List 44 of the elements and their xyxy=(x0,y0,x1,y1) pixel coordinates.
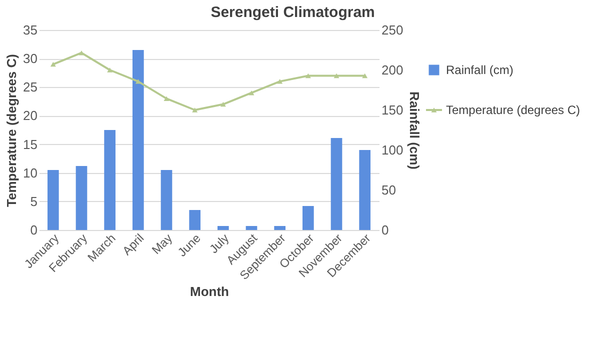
bar xyxy=(132,50,144,230)
y-tick-label: 10 xyxy=(23,165,38,180)
point xyxy=(164,96,170,101)
point xyxy=(305,73,311,78)
legend-label: Rainfall (cm) xyxy=(446,63,514,77)
point xyxy=(277,79,283,84)
bar xyxy=(302,206,314,230)
y2-tick-label: 150 xyxy=(382,102,404,118)
chart-title: Serengeti Climatogram xyxy=(210,4,375,21)
bar xyxy=(104,130,116,230)
y2-tick-label: 200 xyxy=(382,62,404,78)
bar xyxy=(48,170,59,230)
y-tick-label: 0 xyxy=(30,222,38,238)
bar xyxy=(330,138,342,230)
bar xyxy=(76,166,88,230)
bar xyxy=(274,226,286,230)
y2-tick-label: 100 xyxy=(382,142,404,158)
y2-tick-label: 50 xyxy=(382,182,396,198)
x-tick-label: May xyxy=(149,231,175,258)
point xyxy=(362,73,368,78)
x-axis-title: Month xyxy=(190,284,230,299)
y-tick-label: 30 xyxy=(23,51,38,66)
bar xyxy=(218,226,229,230)
y2-tick-label: 250 xyxy=(382,22,404,38)
point xyxy=(50,62,56,67)
x-tick-label: July xyxy=(206,231,232,256)
y-tick-label: 35 xyxy=(23,22,38,38)
point xyxy=(220,102,226,107)
point xyxy=(192,108,198,112)
bar xyxy=(160,170,172,230)
y-axis-title: Temperature (degrees C) xyxy=(4,54,20,207)
point xyxy=(334,73,340,78)
legend-label: Temperature (degrees C) xyxy=(446,103,580,117)
bar xyxy=(246,226,258,230)
y-tick-label: 15 xyxy=(23,136,38,152)
y-tick-label: 25 xyxy=(23,80,38,95)
bar xyxy=(189,210,200,230)
y2-tick-label: 0 xyxy=(382,222,389,238)
point xyxy=(107,68,113,72)
y-tick-label: 5 xyxy=(30,194,38,209)
point xyxy=(135,79,141,84)
y2-axis-title: Rainfall (cm) xyxy=(407,91,422,170)
bar xyxy=(359,150,370,230)
y-tick-label: 20 xyxy=(23,108,38,124)
